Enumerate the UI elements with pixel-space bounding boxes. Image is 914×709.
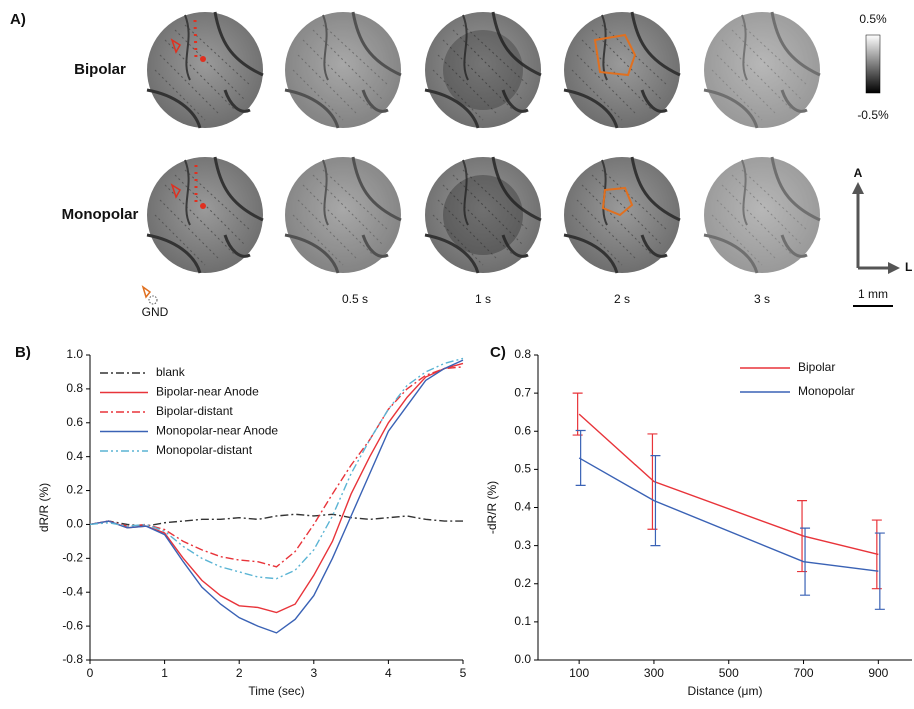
y-tick-label: 0.3: [514, 538, 531, 552]
x-tick-label: 1: [161, 666, 168, 680]
colorbar: [865, 34, 881, 94]
series-line: [89, 513, 463, 527]
series-line: [89, 357, 464, 580]
error-bar: [874, 532, 885, 610]
x-tick-label: 900: [868, 666, 888, 680]
x-tick-label: 5: [460, 666, 467, 680]
activation: [443, 175, 523, 255]
series-line: [578, 457, 879, 572]
y-tick-label: 0.4: [66, 449, 83, 463]
images: [145, 10, 822, 275]
y-tick-label: 0.1: [514, 614, 531, 628]
colorbar-label: 0.5%: [859, 12, 887, 26]
x-axis-label: Time (sec): [248, 684, 304, 698]
y-tick-label: -0.8: [62, 652, 83, 666]
time-label: 0.5 s: [342, 292, 368, 306]
series-line: [578, 413, 879, 556]
gnd-label: GND: [142, 305, 169, 319]
colorbar-label: -0.5%: [857, 108, 889, 122]
legend-label: Monopolar-distant: [156, 443, 253, 457]
y-tick-label: 0.7: [514, 385, 531, 399]
error-bar: [572, 392, 583, 436]
panel-label: C): [490, 344, 506, 361]
legend-label: Bipolar-distant: [156, 404, 233, 418]
legend-label: blank: [156, 365, 186, 379]
x-tick-label: 500: [719, 666, 739, 680]
roi-outline: [593, 33, 637, 77]
x-tick-label: 700: [794, 666, 814, 680]
y-tick-label: 0.8: [66, 381, 83, 395]
y-tick-label: 0.5: [514, 462, 531, 476]
electrode-icon: [170, 38, 182, 199]
image: [702, 10, 822, 130]
gnd-icon: [148, 295, 158, 305]
time-label: 2 s: [614, 292, 630, 306]
y-tick-label: 0.6: [66, 415, 83, 429]
roi-outline: [601, 186, 634, 217]
scale-bar-label: 1 mm: [858, 287, 888, 301]
orientation-arrows: [852, 182, 900, 274]
x-tick-label: 2: [236, 666, 243, 680]
x-tick-label: 100: [569, 666, 589, 680]
y-tick-label: -0.4: [62, 584, 83, 598]
y-axis-label: dR/R (%): [37, 483, 51, 532]
panel-label: A): [10, 11, 26, 28]
x-axis-label: Distance (μm): [688, 684, 763, 698]
gnd-icon: [141, 285, 152, 299]
legend-label: Bipolar-near Anode: [156, 385, 259, 399]
y-axis-label: -dR/R (%): [485, 481, 499, 534]
image: [283, 155, 403, 275]
image: [562, 10, 682, 130]
y-tick-label: 0.2: [66, 483, 83, 497]
image: [145, 155, 265, 275]
anode: [200, 203, 206, 209]
y-tick-label: 0.4: [514, 500, 531, 514]
y-tick-label: -0.6: [62, 618, 83, 632]
legend-label: Bipolar: [798, 360, 835, 374]
anode: [200, 56, 206, 62]
error-bar: [650, 455, 661, 547]
legend-label: Monopolar: [798, 384, 855, 398]
y-tick-label: 0.0: [514, 652, 531, 666]
orientation-axes: [856, 192, 890, 270]
y-tick-label: 0.0: [66, 517, 83, 531]
axis-letter: L: [905, 260, 912, 274]
row-label: Monopolar: [62, 206, 139, 223]
image: [562, 155, 682, 275]
image: [283, 10, 403, 130]
series-line: [89, 359, 464, 634]
y-tick-label: 0.6: [514, 423, 531, 437]
series-line: [89, 362, 464, 614]
time-label: 1 s: [475, 292, 491, 306]
y-tick-label: -0.2: [62, 551, 83, 565]
panel-label: B): [15, 344, 31, 361]
row-label: Bipolar: [74, 61, 126, 78]
legend-label: Monopolar-near Anode: [156, 424, 278, 438]
image: [702, 155, 822, 275]
error-bar: [800, 527, 811, 596]
activation: [443, 30, 523, 110]
axis-letter: A: [854, 166, 863, 180]
x-tick-label: 300: [644, 666, 664, 680]
y-tick-label: 1.0: [66, 347, 83, 361]
y-tick-label: 0.8: [514, 347, 531, 361]
y-tick-label: 0.2: [514, 576, 531, 590]
x-tick-label: 3: [310, 666, 317, 680]
series-line: [89, 366, 464, 568]
x-tick-label: 4: [385, 666, 392, 680]
time-label: 3 s: [754, 292, 770, 306]
error-bar: [575, 429, 586, 486]
x-tick-label: 0: [87, 666, 94, 680]
image: [145, 10, 265, 130]
